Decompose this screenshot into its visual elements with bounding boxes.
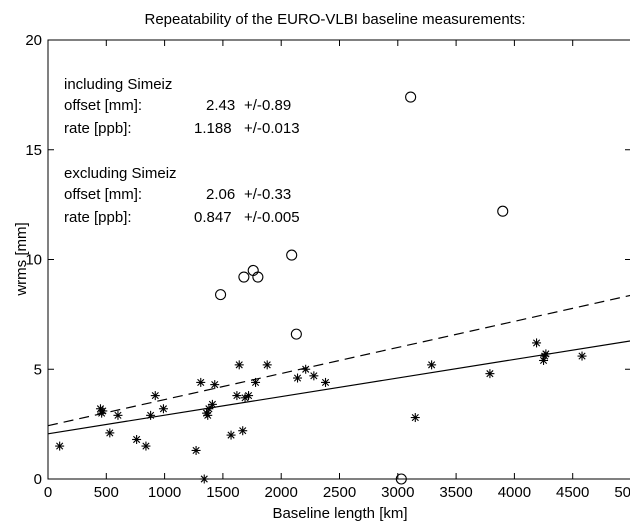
y-tick-label: 20 xyxy=(25,32,42,49)
x-tick-label: 5000 xyxy=(614,484,630,501)
data-point-asterisk xyxy=(203,410,213,420)
annotation-row-err: 0.005 xyxy=(262,209,300,226)
data-point-circle xyxy=(405,91,417,103)
x-tick-label: 500 xyxy=(94,484,119,501)
data-point-asterisk xyxy=(113,410,123,420)
annotation-row-value: 2.43 xyxy=(206,97,235,114)
x-tick-label: 0 xyxy=(44,484,52,501)
data-point-asterisk xyxy=(485,369,495,379)
data-point-asterisk xyxy=(234,360,244,370)
x-ticks: 0 500 1000 1500 2000 2500 3000 3500 4000 4500 5000 xyxy=(44,40,630,501)
fit-lines xyxy=(47,294,630,435)
data-point-circle xyxy=(252,271,264,283)
x-tick-label: 2000 xyxy=(265,484,298,501)
annotation-row-value: 2.06 xyxy=(206,186,235,203)
data-point-asterisk xyxy=(105,428,115,438)
x-tick-label: 4500 xyxy=(556,484,589,501)
data-points xyxy=(55,91,587,485)
data-point-asterisk xyxy=(301,364,311,374)
x-tick-label: 3000 xyxy=(381,484,414,501)
data-point-asterisk xyxy=(232,391,242,401)
data-point-asterisk xyxy=(132,434,142,444)
y-ticks: 0 5 10 15 20 xyxy=(25,32,630,488)
annotation-row-err: 0.013 xyxy=(262,120,300,137)
annotation-row-name: offset [mm]: xyxy=(64,186,142,203)
data-point-asterisk xyxy=(309,371,319,381)
data-point-circle xyxy=(238,271,250,283)
annotation-heading: excluding Simeiz xyxy=(64,165,177,182)
annotation-row-pm: +/- xyxy=(244,120,262,137)
data-point-asterisk xyxy=(321,377,331,387)
fit-line-solid xyxy=(47,340,630,435)
annotation-row-value: 1.188 xyxy=(194,120,232,137)
annotation-heading: including Simeiz xyxy=(64,76,172,93)
annotation-row-err: 0.33 xyxy=(262,186,291,203)
data-point-circle xyxy=(290,328,302,340)
data-point-asterisk xyxy=(199,474,209,484)
y-axis-label: wrms [mm] xyxy=(13,222,30,296)
data-point-asterisk xyxy=(541,349,551,359)
data-point-asterisk xyxy=(98,406,108,416)
y-tick-label: 0 xyxy=(34,471,42,488)
annotation-row-pm: +/- xyxy=(244,209,262,226)
x-axis-label: Baseline length [km] xyxy=(272,505,407,522)
x-tick-label: 3500 xyxy=(439,484,472,501)
data-point-asterisk xyxy=(427,360,437,370)
chart-title: Repeatability of the EURO-VLBI baseline … xyxy=(144,11,525,28)
fit-line-dashed xyxy=(47,294,630,427)
data-point-asterisk xyxy=(226,430,236,440)
data-point-asterisk xyxy=(210,380,220,390)
data-point-circle xyxy=(215,289,227,301)
data-point-circle xyxy=(497,205,509,217)
y-tick-label: 5 xyxy=(34,361,42,378)
data-point-asterisk xyxy=(146,410,156,420)
annotation-excluding-simeiz: excluding Simeiz offset [mm]: 2.06 +/- 0… xyxy=(64,165,300,226)
data-point-asterisk xyxy=(244,391,254,401)
annotation-row-name: offset [mm]: xyxy=(64,97,142,114)
data-point-asterisk xyxy=(532,338,542,348)
annotation-row-err: 0.89 xyxy=(262,97,291,114)
y-tick-label: 10 xyxy=(25,252,42,269)
annotation-row-name: rate [ppb]: xyxy=(64,209,132,226)
data-point-asterisk xyxy=(196,377,206,387)
x-tick-label: 4000 xyxy=(498,484,531,501)
data-point-circle xyxy=(286,249,298,261)
data-point-asterisk xyxy=(293,373,303,383)
data-point-asterisk xyxy=(150,391,160,401)
annotation-row-name: rate [ppb]: xyxy=(64,120,132,137)
data-point-asterisk xyxy=(577,351,587,361)
data-point-circle xyxy=(247,264,259,277)
data-point-asterisk xyxy=(191,445,201,455)
x-tick-label: 1000 xyxy=(148,484,181,501)
data-point-asterisk xyxy=(55,441,65,451)
x-tick-label: 2500 xyxy=(323,484,356,501)
data-point-asterisk xyxy=(410,413,420,423)
annotation-including-simeiz: including Simeiz offset [mm]: 2.43 +/- 0… xyxy=(64,76,300,137)
annotation-row-value: 0.847 xyxy=(194,209,232,226)
annotation-row-pm: +/- xyxy=(244,186,262,203)
data-point-asterisk xyxy=(141,441,151,451)
annotation-row-pm: +/- xyxy=(244,97,262,114)
data-point-asterisk xyxy=(158,404,168,414)
y-tick-label: 15 xyxy=(25,142,42,159)
data-point-asterisk xyxy=(207,399,217,409)
x-tick-label: 1500 xyxy=(206,484,239,501)
data-point-asterisk xyxy=(262,360,272,370)
data-point-asterisk xyxy=(238,426,248,436)
data-point-asterisk xyxy=(251,377,261,387)
data-point-circle xyxy=(395,473,407,485)
